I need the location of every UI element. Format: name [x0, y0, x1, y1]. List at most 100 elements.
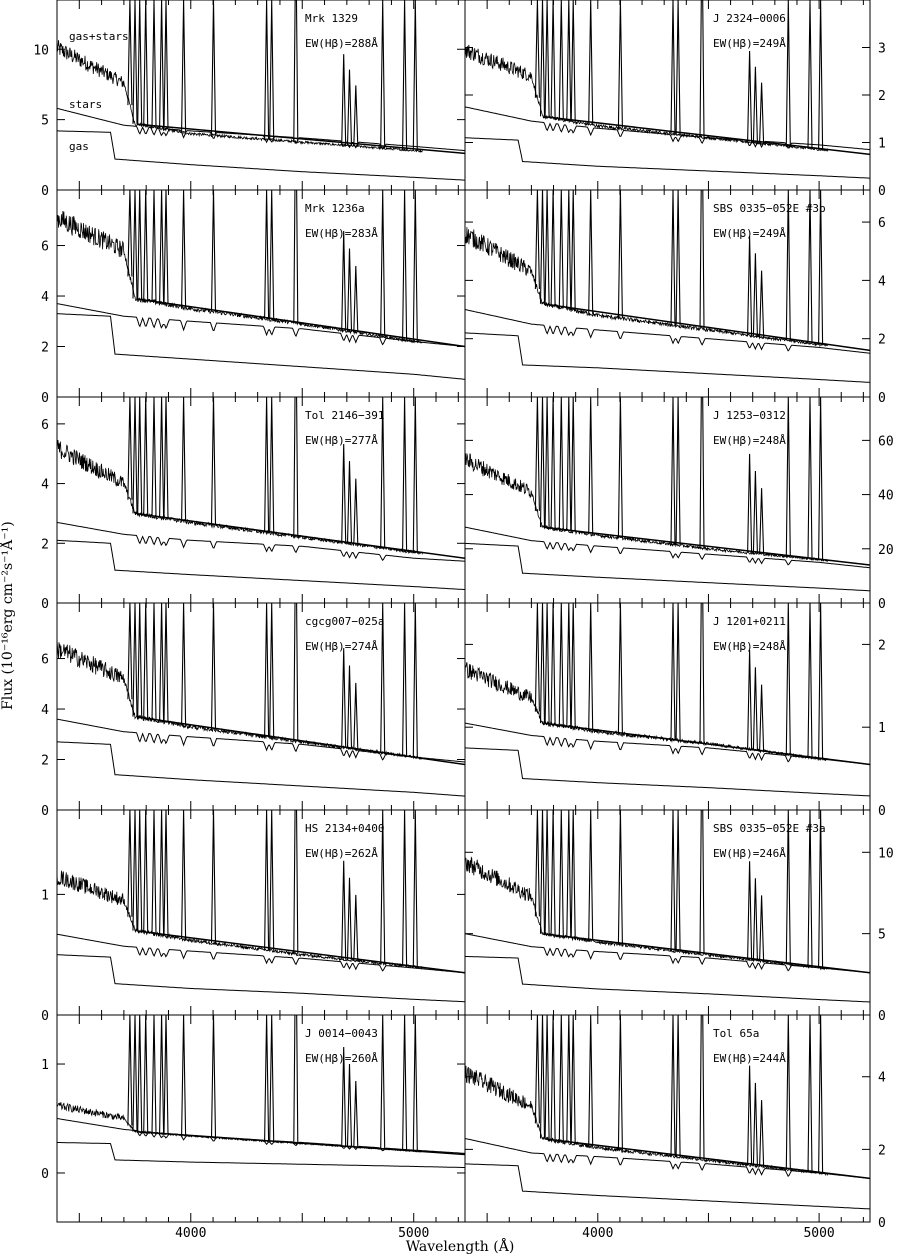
emission-line — [699, 190, 705, 330]
emission-line — [544, 190, 550, 305]
emission-line — [752, 1082, 758, 1166]
emission-line — [534, 603, 540, 712]
emission-line — [341, 443, 347, 543]
emission-line — [137, 190, 143, 300]
series-observed-spectrum — [465, 227, 829, 348]
emission-line — [752, 253, 758, 337]
emission-line — [412, 1015, 418, 1152]
emission-line — [143, 1015, 149, 1133]
emission-line — [544, 810, 550, 935]
emission-line — [341, 230, 347, 331]
emission-line — [181, 1015, 187, 1136]
emission-line — [127, 1015, 133, 1126]
emission-line — [293, 397, 299, 537]
panel-title: Tol 65a — [713, 1027, 759, 1040]
series-gas — [465, 137, 870, 179]
series-gas-stars-model — [544, 303, 870, 352]
emission-line — [752, 66, 758, 143]
emission-line — [137, 0, 143, 125]
emission-line — [670, 1015, 676, 1157]
series-gas-stars-model — [137, 298, 465, 348]
emission-line — [402, 1015, 408, 1151]
plot-area — [465, 0, 870, 179]
series-gas — [465, 747, 870, 797]
series-gas — [57, 130, 465, 181]
emission-line — [346, 665, 353, 749]
plot-area — [465, 1015, 870, 1210]
emission-line — [132, 810, 138, 931]
emission-line — [539, 190, 546, 304]
emission-line — [759, 895, 765, 962]
emission-line — [539, 1015, 546, 1139]
emission-line — [181, 0, 187, 133]
emission-line — [293, 1015, 299, 1144]
emission-line — [566, 0, 572, 121]
emission-line — [127, 0, 133, 106]
y-tick-label: 2 — [41, 341, 49, 356]
emission-line — [353, 85, 359, 147]
series-observed-spectrum — [465, 453, 828, 563]
emission-line — [181, 603, 187, 726]
y-tick-label: 2 — [878, 333, 886, 348]
emission-line — [570, 810, 576, 939]
emission-line — [558, 190, 564, 308]
emission-line — [380, 603, 386, 753]
panel-ew-annotation: EW(Hβ)=283Å — [305, 227, 378, 240]
emission-line — [159, 1015, 165, 1134]
plot-area — [465, 190, 870, 383]
emission-line — [747, 235, 753, 336]
emission-line — [412, 190, 418, 342]
emission-line — [670, 603, 676, 740]
emission-line — [544, 603, 550, 724]
emission-line — [293, 603, 299, 742]
spectrum-panel: 0 1 J 0014−0043 EW(Hβ)=260Å — [41, 1014, 466, 1223]
emission-line — [132, 0, 138, 124]
emission-line — [210, 603, 217, 730]
y-tick-label: 6 — [41, 240, 49, 255]
series-gas — [465, 332, 870, 383]
emission-line — [558, 810, 564, 937]
emission-line — [818, 397, 824, 560]
emission-line — [785, 603, 791, 755]
emission-line — [353, 478, 359, 545]
x-tick-label: 5000 — [398, 1226, 429, 1241]
emission-line — [670, 0, 676, 134]
emission-line — [570, 397, 576, 532]
emission-line — [353, 1080, 359, 1148]
emission-line — [544, 397, 550, 528]
y-tick-label: 2 — [878, 1143, 886, 1158]
emission-line — [759, 82, 765, 144]
emission-line — [752, 667, 758, 751]
emission-line — [346, 1063, 353, 1147]
y-tick-label: 0 — [41, 391, 49, 406]
emission-line — [346, 461, 353, 544]
y-tick-label: 4 — [41, 703, 49, 718]
panel-ew-annotation: EW(Hβ)=244Å — [713, 1052, 786, 1065]
emission-line — [402, 810, 408, 966]
emission-line — [269, 1015, 275, 1142]
y-tick-label: 0 — [41, 597, 49, 612]
emission-line — [570, 603, 576, 728]
emission-line — [617, 397, 623, 539]
emission-line — [699, 0, 705, 138]
series-stars — [465, 722, 870, 765]
emission-line — [341, 648, 347, 748]
emission-line — [747, 861, 753, 960]
emission-line — [807, 0, 813, 149]
emission-line — [181, 397, 187, 522]
emission-line — [346, 877, 353, 960]
emission-line — [143, 0, 149, 126]
plot-area — [57, 1015, 465, 1168]
emission-line — [151, 810, 157, 934]
panel-ew-annotation: EW(Hβ)=248Å — [713, 434, 786, 447]
emission-line — [137, 397, 143, 515]
emission-line — [412, 603, 418, 758]
series-observed-spectrum — [57, 639, 423, 761]
series-stars — [57, 933, 465, 974]
emission-line — [558, 397, 564, 530]
spectrum-panel: 0 1 2 3 J 2324−0006 EW(Hβ)=249Å — [464, 0, 886, 199]
x-tick-label: 4000 — [175, 1226, 206, 1241]
series-gas-stars-model — [137, 513, 465, 559]
emission-line — [759, 684, 765, 751]
emission-line — [550, 810, 556, 936]
